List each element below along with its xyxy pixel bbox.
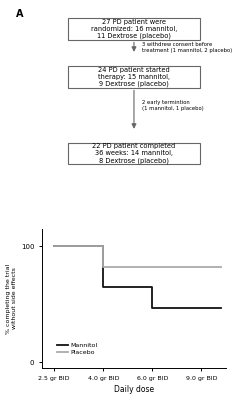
- Y-axis label: % completing the trial
without side effects: % completing the trial without side effe…: [6, 263, 17, 334]
- Bar: [68, 143, 200, 164]
- X-axis label: Daily dose: Daily dose: [114, 385, 154, 394]
- Text: A: A: [16, 9, 24, 19]
- Bar: [68, 18, 200, 40]
- Text: 24 PD patient started
therapy: 15 mannitol,
9 Dextrose (placebo): 24 PD patient started therapy: 15 mannit…: [98, 66, 170, 87]
- Text: 2 early termintion
(1 mannitol, 1 placebo): 2 early termintion (1 mannitol, 1 placeb…: [142, 100, 204, 111]
- Legend: Mannitol, Placebo: Mannitol, Placebo: [54, 340, 100, 358]
- Text: 22 PD patient completed
36 weeks: 14 mannitol,
8 Dextrose (placebo): 22 PD patient completed 36 weeks: 14 man…: [92, 143, 176, 164]
- Bar: [68, 66, 200, 88]
- Text: 27 PD patient were
randomized: 16 mannitol,
11 Dextrose (placebo): 27 PD patient were randomized: 16 mannit…: [91, 18, 177, 39]
- Text: 3 withdrew consent before
treatment (1 mannitol, 2 placebo): 3 withdrew consent before treatment (1 m…: [142, 42, 233, 53]
